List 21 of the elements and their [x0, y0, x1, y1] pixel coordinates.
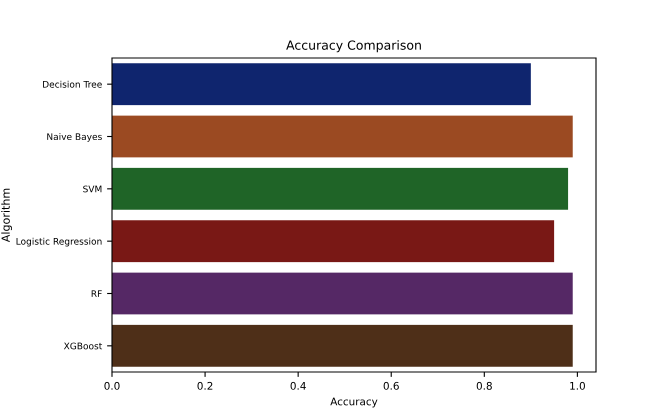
x-tick-label: 0.4 [290, 382, 306, 390]
bar [112, 220, 554, 262]
x-tick-label: 0.8 [476, 382, 492, 390]
y-tick-label: XGBoost [64, 342, 102, 350]
y-tick-label: Decision Tree [43, 80, 102, 88]
chart-title: Accuracy Comparison [286, 40, 421, 52]
y-tick-label: SVM [83, 186, 102, 192]
x-tick-label: 1.0 [570, 382, 585, 390]
y-tick-label: Naive Bayes [47, 133, 102, 142]
x-tick-label: 0.6 [384, 382, 399, 390]
y-axis-title: Algorithm [1, 188, 12, 242]
x-tick-label: 0.0 [104, 382, 120, 390]
bar [112, 63, 531, 106]
bar [112, 168, 568, 210]
y-tick-label: RF [92, 290, 102, 297]
bar [112, 324, 573, 367]
x-axis-title: Accuracy [330, 398, 378, 408]
bar [112, 116, 573, 158]
y-tick-label: Logistic Regression [16, 238, 102, 246]
x-tick-label: 0.2 [197, 382, 212, 390]
bar [112, 272, 573, 314]
